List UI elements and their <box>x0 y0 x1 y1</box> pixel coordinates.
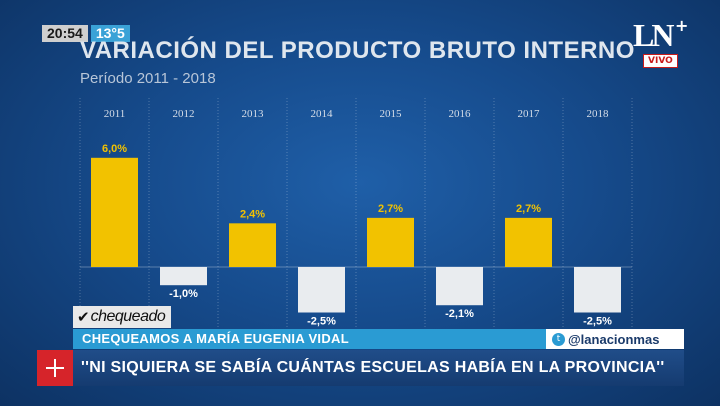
headline-text: ''NI SIQUIERA SE SABÍA CUÁNTAS ESCUELAS … <box>81 359 665 376</box>
plus-icon <box>37 350 73 386</box>
data-label: -2,5% <box>583 316 612 328</box>
data-label: -1,0% <box>169 288 198 300</box>
chart-subtitle: Período 2011 - 2018 <box>80 70 216 87</box>
twitter-handle: t @lanacionmas <box>546 329 684 349</box>
handle-text: @lanacionmas <box>568 331 660 347</box>
data-label: -2,5% <box>307 316 336 328</box>
ticker-text: CHEQUEAMOS A MARÍA EUGENIA VIDAL <box>82 331 349 346</box>
clock: 20:54 <box>42 25 88 42</box>
bar <box>505 217 552 267</box>
status-hud: 20:54 13°5 <box>42 25 130 42</box>
x-tick-label: 2015 <box>380 108 403 120</box>
checkmark-icon: ✔ <box>77 308 90 326</box>
chequeado-tag: ✔ chequeado <box>73 306 172 328</box>
headline-bar: ''NI SIQUIERA SE SABÍA CUÁNTAS ESCUELAS … <box>73 350 684 386</box>
ticker-bar: CHEQUEAMOS A MARÍA EUGENIA VIDAL t @lana… <box>73 329 684 349</box>
x-tick-label: 2017 <box>518 108 541 120</box>
data-label: 2,4% <box>240 208 265 220</box>
twitter-icon: t <box>552 332 565 346</box>
x-tick-label: 2011 <box>104 108 126 120</box>
data-label: 2,7% <box>516 203 541 215</box>
x-tick-label: 2012 <box>173 108 195 120</box>
bar <box>91 157 138 267</box>
data-label: 2,7% <box>378 203 403 215</box>
data-label: 6,0% <box>102 143 127 155</box>
bar <box>436 267 483 306</box>
live-badge: VIVO <box>643 54 678 68</box>
chart-title: VARIACIÓN DEL PRODUCTO BRUTO INTERNO <box>80 37 635 64</box>
x-tick-label: 2016 <box>449 108 472 120</box>
logo-text: LN <box>633 17 674 53</box>
logo-plus: + <box>675 16 689 35</box>
temperature: 13°5 <box>90 25 130 42</box>
bar <box>160 267 207 286</box>
bar <box>298 267 345 313</box>
bar <box>574 267 621 313</box>
bar <box>229 223 276 267</box>
data-label: -2,1% <box>445 308 474 320</box>
tag-label: chequeado <box>90 308 166 325</box>
x-tick-label: 2018 <box>587 108 610 120</box>
channel-logo: LN + VIVO <box>633 16 689 68</box>
x-tick-label: 2013 <box>242 108 265 120</box>
bar <box>367 217 414 267</box>
x-tick-label: 2014 <box>311 108 334 120</box>
